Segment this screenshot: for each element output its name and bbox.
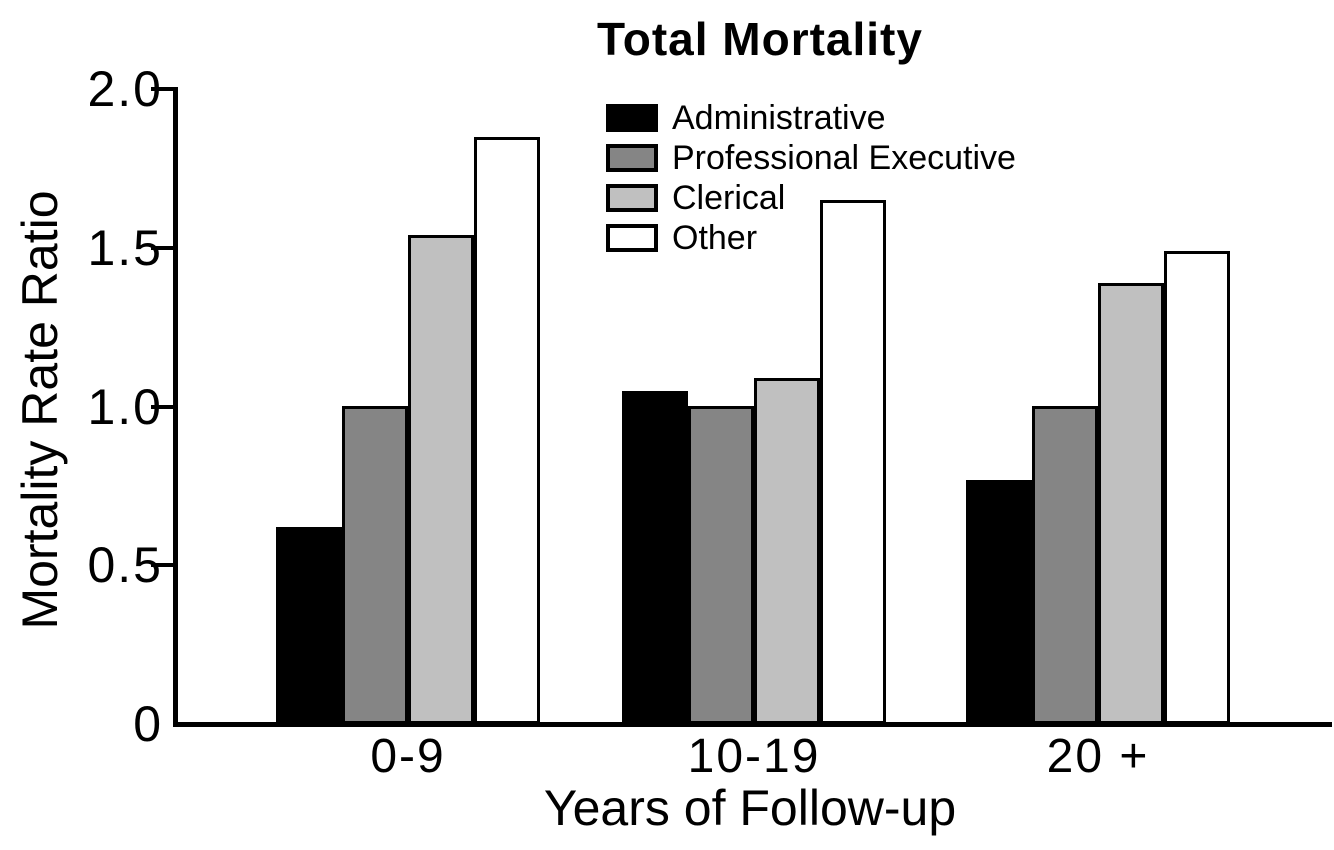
legend-label: Clerical	[672, 179, 786, 217]
y-tick-label: 0	[133, 696, 163, 752]
legend-item: Professional Executive	[606, 139, 1016, 177]
legend-item: Other	[606, 219, 1016, 257]
legend-label: Professional Executive	[672, 139, 1016, 177]
legend-swatch-professional-executive	[606, 144, 658, 172]
bar-administrative	[276, 527, 342, 724]
legend-item: Clerical	[606, 179, 1016, 217]
y-axis-line	[173, 87, 178, 726]
y-tick-mark	[151, 87, 173, 91]
y-tick-label: 2.0	[87, 61, 163, 117]
legend-swatch-other	[606, 224, 658, 252]
legend-label: Administrative	[672, 99, 886, 137]
legend-item: Administrative	[606, 99, 1016, 137]
bar-clerical	[408, 235, 474, 724]
y-tick-mark	[151, 245, 173, 250]
bar-administrative	[966, 480, 1032, 724]
bar-administrative	[622, 391, 688, 724]
bar-clerical	[1098, 283, 1164, 724]
x-tick-label: 20 +	[1046, 730, 1150, 783]
legend: Administrative Professional Executive Cler…	[606, 99, 1016, 264]
bar-clerical	[754, 378, 820, 724]
y-tick-label: 1.0	[87, 378, 163, 435]
legend-label: Other	[672, 219, 758, 257]
bar-professional-executive	[1032, 406, 1098, 724]
x-tick-label: 10-19	[687, 730, 821, 783]
chart-title: Total Mortality	[597, 13, 923, 65]
bar-other	[820, 200, 886, 724]
x-tick-label: 0-9	[370, 730, 446, 783]
legend-swatch-clerical	[606, 184, 658, 212]
y-tick-mark	[151, 404, 173, 409]
y-tick-mark	[151, 563, 173, 568]
bar-professional-executive	[688, 406, 754, 724]
bar-other	[474, 137, 540, 724]
bar-professional-executive	[342, 406, 408, 724]
y-tick-label: 1.5	[87, 219, 163, 276]
x-axis-line	[173, 722, 1332, 727]
bar-other	[1164, 251, 1230, 724]
legend-swatch-administrative	[606, 104, 658, 132]
y-tick-label: 0.5	[87, 537, 163, 594]
x-axis-title: Years of Follow-up	[543, 780, 957, 836]
